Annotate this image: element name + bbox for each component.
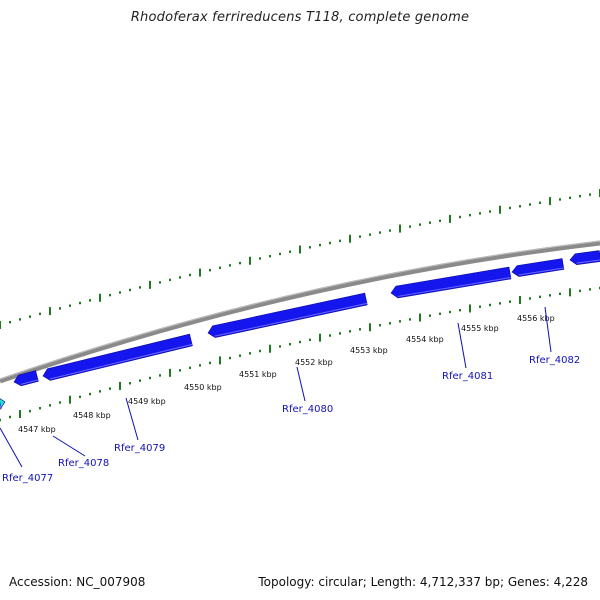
- genome-stats-text: Topology: circular; Length: 4,712,337 bp…: [258, 575, 588, 589]
- accession-text: Accession: NC_007908: [9, 575, 146, 589]
- scale-tick-arc: [0, 286, 600, 422]
- kbp-label: 4548 kbp: [73, 411, 111, 420]
- gene-label-rfer-4077[interactable]: Rfer_4077: [2, 473, 53, 484]
- gene-label-rfer-4078[interactable]: Rfer_4078: [58, 458, 109, 469]
- gene-label-rfer-4079[interactable]: Rfer_4079: [114, 443, 165, 454]
- kbp-label: 4555 kbp: [461, 324, 499, 333]
- gene-rfer-4079: [42, 333, 193, 381]
- outer-tick-arc: [0, 189, 600, 329]
- gene-next: [569, 250, 600, 265]
- gene-rfer-4077: [0, 398, 6, 410]
- gene-rfer-4081: [390, 266, 512, 299]
- gene-label-rfer-4080[interactable]: Rfer_4080: [282, 404, 333, 415]
- kbp-label: 4554 kbp: [406, 335, 444, 344]
- gene-label-rfer-4081[interactable]: Rfer_4081: [442, 371, 493, 382]
- map-title: Rhodoferax ferrireducens T118, complete …: [130, 10, 470, 25]
- kbp-label: 4550 kbp: [184, 383, 222, 392]
- scale-labels: 4547 kbp 4548 kbp 4549 kbp 4550 kbp 4551…: [18, 314, 555, 434]
- kbp-label: 4549 kbp: [128, 397, 166, 406]
- kbp-label: 4556 kbp: [517, 314, 555, 323]
- kbp-label: 4553 kbp: [350, 346, 388, 355]
- gene-labels: Rfer_4077 Rfer_4078 Rfer_4079 Rfer_4080 …: [2, 355, 580, 484]
- gene-track: [0, 250, 600, 410]
- genome-backbone: [0, 240, 600, 384]
- label-leaders: [0, 306, 552, 468]
- gene-label-rfer-4082[interactable]: Rfer_4082: [529, 355, 580, 366]
- kbp-label: 4551 kbp: [239, 370, 277, 379]
- kbp-label: 4547 kbp: [18, 425, 56, 434]
- kbp-label: 4552 kbp: [295, 358, 333, 367]
- gene-rfer-4078: [13, 370, 39, 387]
- gene-rfer-4082: [511, 258, 565, 277]
- gene-rfer-4080: [207, 292, 368, 338]
